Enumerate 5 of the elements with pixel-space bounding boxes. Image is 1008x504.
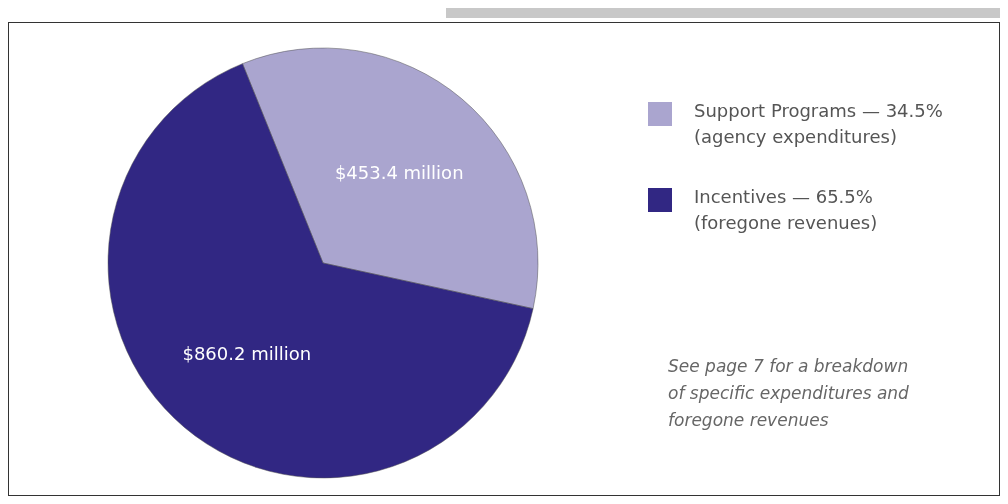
- legend-label: Incentives — 65.5% (foregone revenues): [694, 185, 878, 235]
- text: See page 7 for a breakdown of specific expenditures and foregone revenues: [668, 355, 910, 432]
- data-label: $860.2 million: [182, 342, 312, 364]
- data-label: $453.4 million: [334, 162, 464, 184]
- legend-label: Support Programs — 34.5% (agency expenditures): [694, 99, 943, 149]
